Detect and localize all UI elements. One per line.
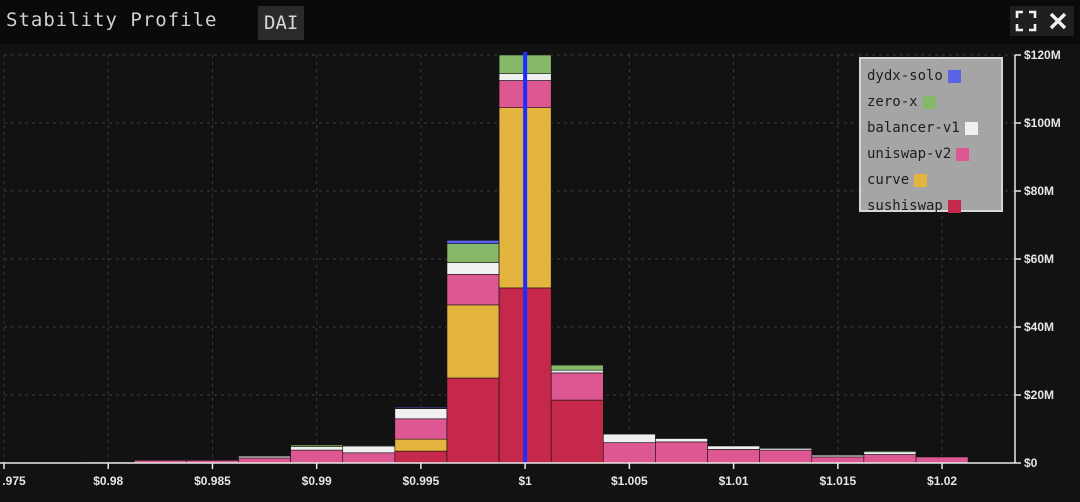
y-tick-label: $100M: [1024, 116, 1061, 130]
bar-segment-uniswap-v2: [707, 449, 760, 464]
legend-swatch: [914, 173, 928, 187]
bar-segment-uniswap-v2: [655, 441, 708, 464]
chart-title: Stability Profile: [6, 9, 218, 31]
bar-segment-balancer-v1: [811, 454, 865, 458]
x-tick-label: $0.985: [194, 474, 231, 488]
x-tick-label: $1: [518, 474, 532, 488]
x-tick-label: $1.01: [719, 474, 749, 488]
x-tick-label: $0.98: [93, 474, 123, 488]
y-tick-label: $40M: [1024, 320, 1054, 334]
header-controls: [1010, 6, 1074, 36]
bar-segment-sushiswap: [394, 450, 448, 464]
bar-segment-balancer-v1: [759, 448, 813, 451]
bar-segment-zero-x: [446, 243, 500, 263]
legend-label: uniswap-v2: [867, 146, 952, 162]
asset-badge[interactable]: DAI: [258, 6, 305, 40]
bar-segment-sushiswap: [446, 377, 500, 464]
bar-segment-uniswap-v2: [238, 457, 291, 464]
bar-segment-uniswap-v2: [446, 274, 500, 306]
legend-item-zero-x[interactable]: zero-x: [867, 89, 1001, 115]
legend-swatch: [922, 95, 936, 109]
x-tick-label: $0.99: [302, 474, 332, 488]
legend-item-sushiswap[interactable]: sushiswap: [867, 193, 1001, 219]
bar-segment-balancer-v1: [550, 369, 604, 374]
legend-label: sushiswap: [867, 198, 943, 214]
x-tick-label: $0.995: [403, 474, 440, 488]
bar-segment-zero-x: [550, 364, 604, 371]
x-tick-label: $1.005: [611, 474, 648, 488]
bar-segment-uniswap-v2: [603, 442, 656, 464]
legend-item-uniswap-v2[interactable]: uniswap-v2: [867, 141, 1001, 167]
bar-segment-dydx-solo: [446, 240, 500, 245]
legend-item-balancer-v1[interactable]: balancer-v1: [867, 115, 1001, 141]
chart-header: Stability Profile DAI: [0, 0, 1080, 44]
legend-label: curve: [867, 172, 910, 188]
close-icon[interactable]: [1046, 9, 1070, 33]
bar-segment-balancer-v1: [603, 433, 656, 443]
bar-segment-balancer-v1: [394, 408, 448, 420]
legend-swatch: [947, 199, 961, 213]
bar-segment-balancer-v1: [342, 445, 396, 454]
bar-segment-balancer-v1: [290, 446, 344, 451]
y-tick-label: $120M: [1024, 48, 1061, 62]
bar-segment-uniswap-v2: [550, 372, 604, 401]
bar-segment-curve: [394, 438, 448, 452]
bar-segment-sushiswap: [550, 399, 604, 464]
y-tick-label: $60M: [1024, 252, 1054, 266]
bar-segment-zero-x: [342, 445, 396, 447]
legend-item-curve[interactable]: curve: [867, 167, 1001, 193]
bar-segment-uniswap-v2: [394, 418, 448, 440]
y-tick-label: $20M: [1024, 388, 1054, 402]
bar-segment-uniswap-v2: [759, 449, 813, 464]
bar-segment-uniswap-v2: [342, 452, 396, 464]
bar-segment-uniswap-v2: [290, 449, 344, 464]
bar-segment-balancer-v1: [655, 438, 708, 443]
x-tick-label: $1.015: [819, 474, 856, 488]
legend-label: dydx-solo: [867, 68, 943, 84]
bar-segment-balancer-v1: [707, 445, 760, 450]
legend-swatch: [947, 69, 961, 83]
bar-segment-dydx-solo: [394, 406, 448, 409]
bar-segment-balancer-v1: [446, 262, 500, 275]
bar-segment-curve: [446, 304, 500, 379]
bar-segment-balancer-v1: [863, 451, 917, 455]
y-tick-label: $0: [1024, 456, 1038, 470]
x-tick-label: $1.02: [927, 474, 957, 488]
bar-segment-uniswap-v2: [915, 456, 969, 464]
chart-legend: dydx-solo zero-x balancer-v1 uniswap-v2 curv…: [859, 57, 1003, 214]
stability-profile-chart: .975 $0.98 $0.985 $0.99 $0.995 $1 $1.005 $1.01 $…: [0, 48, 1061, 488]
legend-label: zero-x: [867, 94, 918, 110]
y-tick-label: $80M: [1024, 184, 1054, 198]
legend-item-dydx-solo[interactable]: dydx-solo: [867, 63, 1001, 89]
bar-segment-uniswap-v2: [863, 454, 917, 464]
legend-swatch: [956, 147, 970, 161]
legend-swatch: [964, 121, 978, 135]
legend-label: balancer-v1: [867, 120, 960, 136]
x-tick-label: .975: [2, 474, 26, 488]
bar-segment-zero-x: [290, 444, 344, 447]
expand-icon[interactable]: [1014, 9, 1038, 33]
bar-segment-uniswap-v2: [811, 456, 865, 464]
bar-segment-zero-x: [863, 450, 917, 453]
